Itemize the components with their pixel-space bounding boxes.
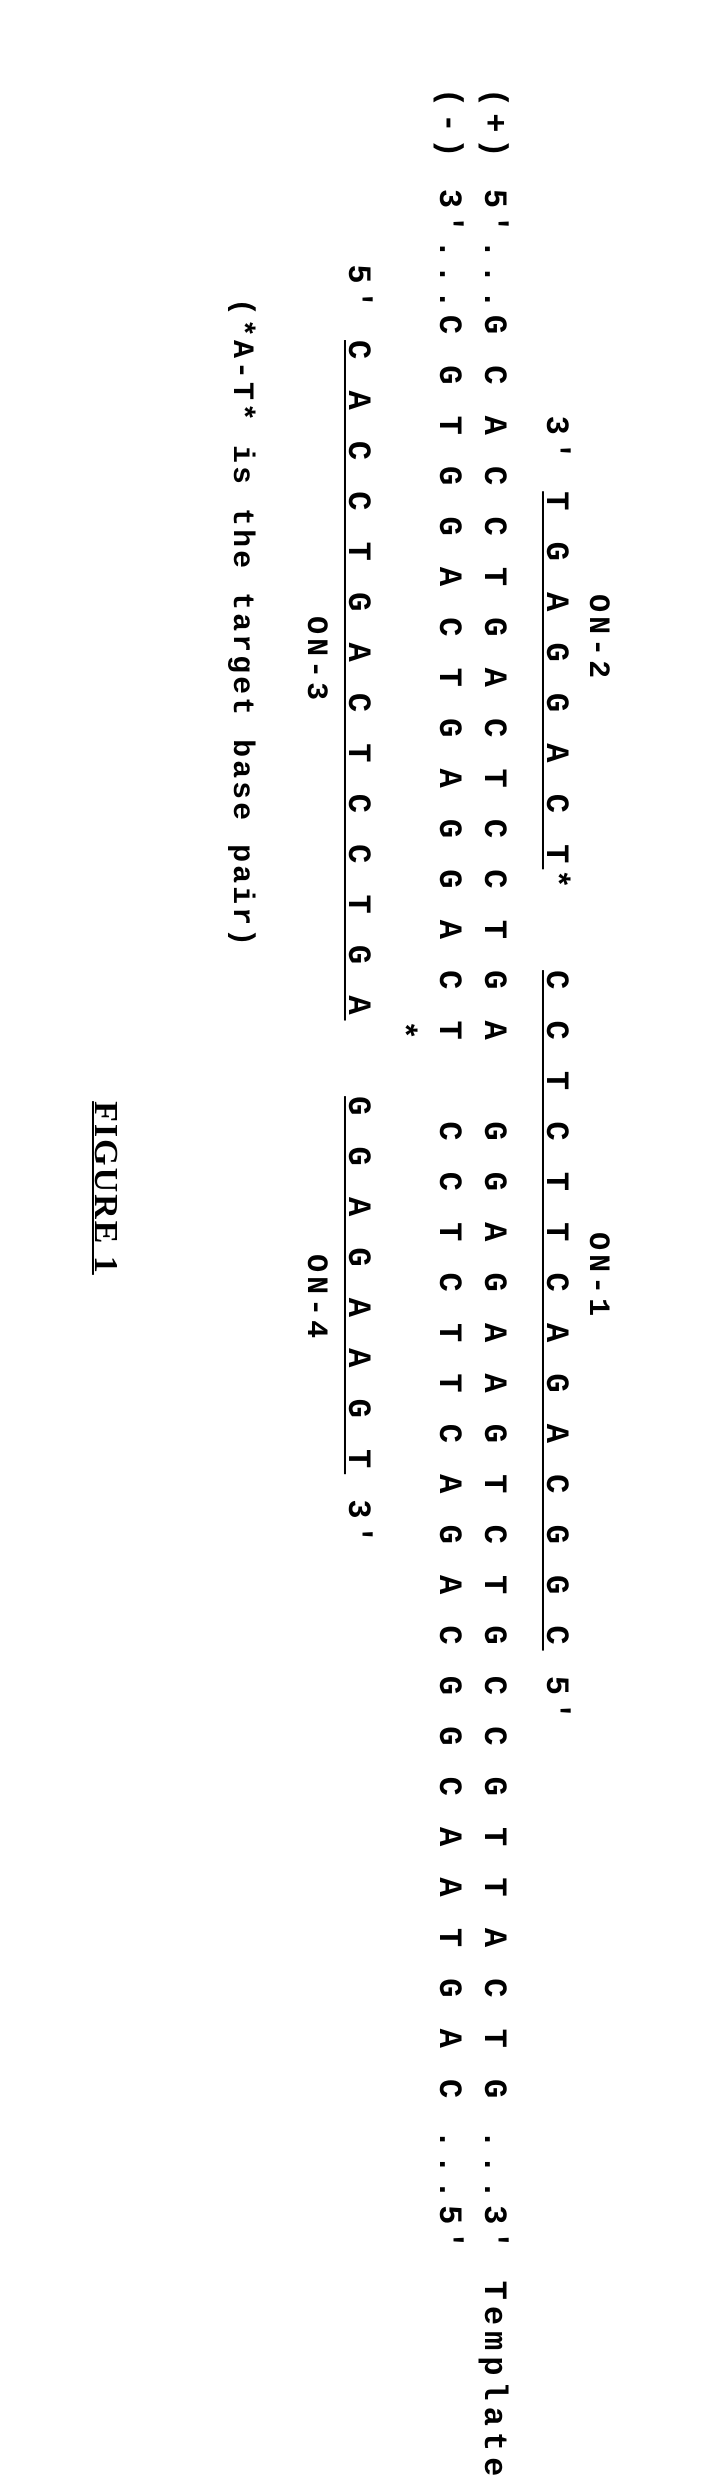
minus-star-spacer: [384, 88, 421, 1021]
on2-sequence: T G A G G A C T: [537, 491, 574, 869]
minus-sequence: C G T G G A C T G A G G A C T C C T C T …: [430, 315, 467, 2104]
on4-label-spacer: [298, 704, 332, 1254]
on1-sequence: C C T C T T C A G A C G G C: [537, 970, 574, 1650]
on3-prefix: 5': [339, 264, 376, 340]
on3-on4-row: 5' C A C C T G A C T C C T G A G G A G A…: [336, 88, 378, 2288]
on3-leading-space: [339, 88, 376, 264]
plus-sequence: G C A C C T G A C T C C T G A G G A G A …: [475, 315, 512, 2104]
note-spacer: [224, 88, 258, 298]
figure-caption: FIGURE 1: [86, 88, 124, 2288]
on2-prefix: 3': [537, 416, 574, 492]
label-row-top: ON-2 ON-1: [580, 88, 614, 2288]
spacer: [514, 88, 530, 2288]
on2-on1-row: 3' T G A G G A C T* C C T C T T C A G A …: [534, 88, 576, 2288]
plus-strand-row: (+) 5'...G C A C C T G A C T C C T G A G…: [473, 88, 515, 2288]
on3-sequence: C A C C T G A C T C C T G A: [339, 340, 376, 1020]
label-row-bottom: ON-3 ON-4: [298, 88, 332, 2288]
on2-leading-space: [537, 88, 574, 416]
on1-label-spacer: [580, 682, 614, 1232]
on2-label: ON-2: [580, 594, 614, 682]
note-text: (*A-T* is the target base pair): [224, 298, 258, 949]
minus-star-row: *: [382, 88, 424, 2288]
on1-suffix: 5': [537, 1651, 574, 1727]
on4-suffix: 3': [339, 1474, 376, 1550]
figure-container: ON-2 ON-1 3' T G A G G A C T* C C T C T …: [86, 88, 614, 2288]
target-note: (*A-T* is the target base pair): [224, 88, 258, 2288]
minus-prefix: (-) 3'...: [430, 88, 467, 315]
on3-label-spacer: [298, 88, 332, 616]
on1-gap: [537, 895, 574, 971]
on2-star: *: [537, 869, 574, 894]
on2-label-spacer: [580, 88, 614, 594]
on4-label: ON-4: [298, 1254, 332, 1342]
minus-suffix: ...5': [430, 2104, 467, 2255]
minus-strand-row: (-) 3'...C G T G G A C T G A G G A C T C…: [427, 88, 469, 2288]
on3-label: ON-3: [298, 616, 332, 704]
on4-sequence: G G A G A A G T: [339, 1096, 376, 1474]
plus-suffix: ...3' Template: [475, 2104, 512, 2482]
on34-gap: [339, 1021, 376, 1097]
minus-star: *: [384, 1021, 421, 1046]
on1-label: ON-1: [580, 1232, 614, 1320]
plus-prefix: (+) 5'...: [475, 88, 512, 315]
